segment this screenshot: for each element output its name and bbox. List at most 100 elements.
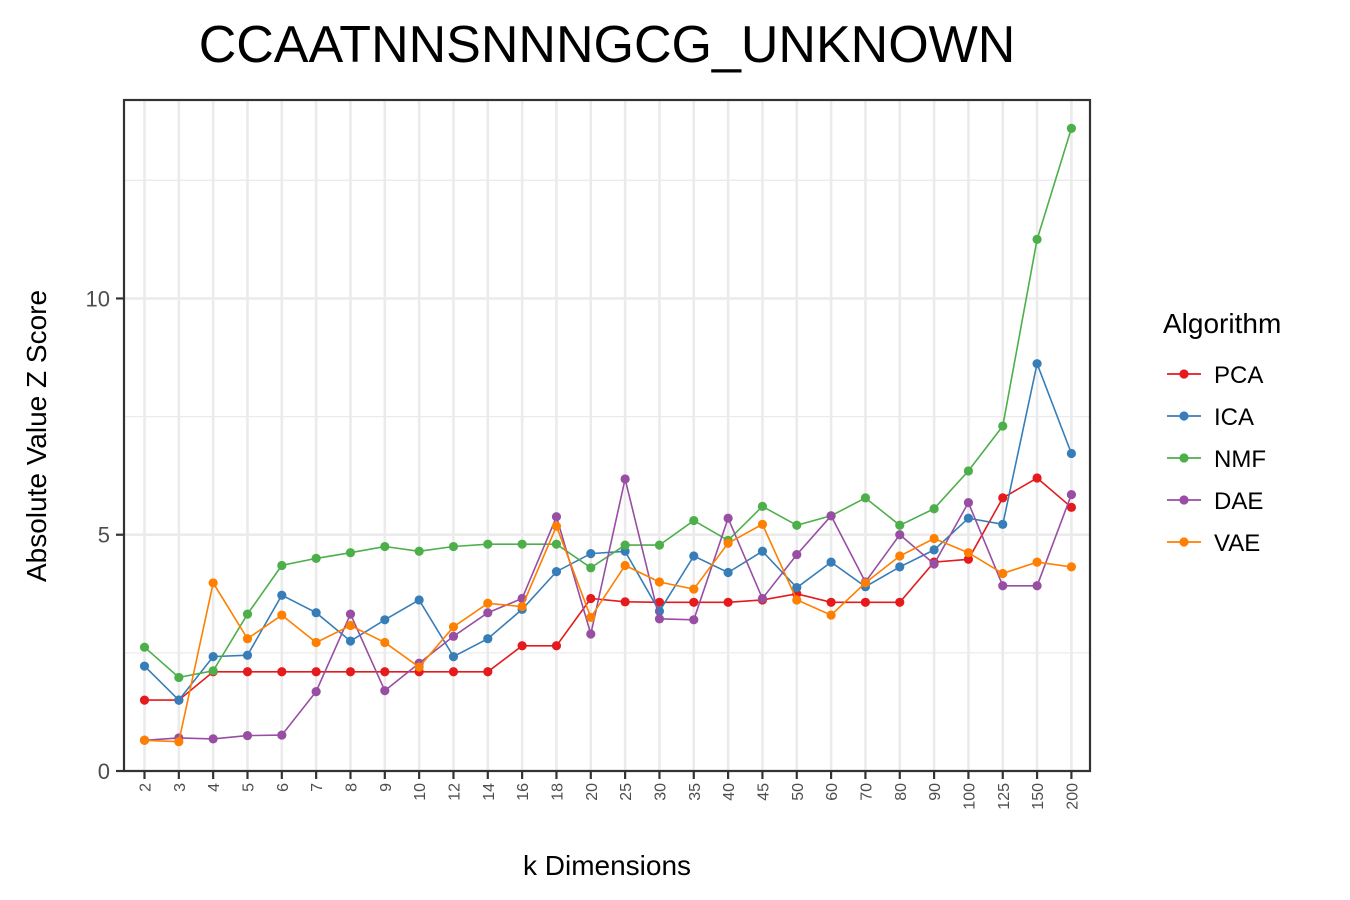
data-point-vae — [277, 610, 287, 620]
data-point-vae — [860, 578, 871, 588]
legend-item-ica: ICA — [1167, 404, 1254, 431]
data-point-ica — [242, 650, 253, 660]
data-point-nmf — [414, 546, 424, 556]
data-point-dae — [620, 474, 630, 484]
data-point-dae — [1032, 581, 1042, 591]
x-tick-label: 45 — [755, 783, 772, 801]
data-point-ica — [1032, 359, 1042, 369]
data-point-nmf — [139, 642, 150, 652]
series-line-pca — [144, 477, 1072, 701]
legend-label-pca: PCA — [1214, 362, 1263, 389]
data-point-nmf — [311, 553, 321, 563]
data-point-ica — [929, 545, 939, 555]
data-point-vae — [242, 634, 253, 644]
data-point-nmf — [517, 539, 527, 549]
data-point-pca — [689, 597, 699, 607]
data-point-ica — [826, 557, 836, 567]
data-point-pca — [345, 667, 356, 677]
data-point-ica — [895, 562, 905, 572]
data-point-vae — [586, 612, 596, 623]
data-point-ica — [208, 652, 218, 662]
legend-item-vae: VAE — [1167, 530, 1260, 557]
data-point-nmf — [689, 515, 699, 526]
data-point-nmf — [380, 541, 390, 552]
x-tick-label: 50 — [790, 783, 807, 801]
data-point-ica — [483, 634, 493, 644]
series-ica — [139, 359, 1077, 705]
data-point-vae — [414, 662, 424, 672]
data-point-pca — [483, 667, 493, 677]
data-point-pca — [139, 695, 150, 705]
data-point-nmf — [174, 672, 184, 683]
data-point-nmf — [448, 541, 459, 552]
legend-item-nmf: NMF — [1167, 446, 1266, 473]
data-point-nmf — [792, 520, 802, 530]
data-point-vae — [311, 637, 321, 648]
data-point-pca — [654, 597, 665, 607]
data-point-pca — [1032, 473, 1042, 483]
y-tick-label: 0 — [98, 759, 110, 784]
data-point-vae — [1066, 562, 1077, 572]
x-tick-label: 125 — [996, 783, 1013, 810]
y-axis-title: Absolute Value Z Score — [21, 290, 52, 582]
x-tick-label: 70 — [858, 783, 875, 801]
data-point-nmf — [929, 504, 939, 514]
legend-label-vae: VAE — [1214, 530, 1260, 557]
data-point-nmf — [551, 539, 562, 549]
grid — [124, 100, 1090, 773]
data-point-ica — [1066, 448, 1077, 459]
x-tick-label: 40 — [721, 783, 738, 801]
x-tick-label: 9 — [378, 783, 395, 792]
data-point-nmf — [963, 466, 974, 476]
x-tick-label: 6 — [275, 783, 292, 792]
series-dae — [139, 474, 1077, 745]
data-point-nmf — [242, 609, 253, 619]
x-tick-label: 30 — [652, 783, 669, 801]
data-point-vae — [139, 735, 150, 745]
data-point-vae — [1032, 557, 1042, 567]
data-point-vae — [998, 568, 1008, 579]
x-tick-label: 8 — [343, 783, 360, 792]
data-point-dae — [345, 609, 356, 619]
data-point-ica — [380, 615, 390, 625]
series-vae — [139, 519, 1077, 747]
data-point-nmf — [757, 501, 768, 511]
data-point-dae — [654, 614, 665, 624]
data-point-pca — [963, 554, 974, 564]
data-point-pca — [311, 667, 321, 677]
data-point-vae — [723, 538, 733, 548]
data-point-dae — [963, 498, 974, 508]
data-point-ica — [586, 549, 596, 559]
x-tick-label: 14 — [481, 783, 498, 801]
legend: Algorithm PCA ICA NMF DAE VAE — [1163, 308, 1281, 557]
data-point-dae — [826, 511, 836, 521]
data-point-pca — [586, 593, 596, 604]
x-tick-label: 2 — [138, 783, 155, 792]
series-line-vae — [144, 523, 1072, 743]
legend-label-ica: ICA — [1214, 404, 1254, 431]
legend-key-point — [1179, 369, 1189, 379]
data-point-ica — [998, 519, 1008, 529]
data-point-pca — [620, 597, 630, 607]
data-point-pca — [723, 597, 733, 607]
data-point-vae — [826, 610, 836, 620]
data-point-vae — [689, 584, 699, 594]
data-point-dae — [311, 687, 321, 697]
data-point-nmf — [895, 520, 905, 530]
data-point-nmf — [208, 666, 218, 676]
data-point-pca — [826, 597, 836, 607]
data-point-ica — [277, 590, 287, 600]
x-tick-label: 18 — [549, 783, 566, 801]
data-point-vae — [483, 598, 493, 608]
series-line-ica — [143, 360, 1073, 702]
data-point-vae — [929, 533, 939, 544]
legend-key-point — [1179, 411, 1189, 421]
data-point-nmf — [586, 563, 596, 573]
data-point-dae — [792, 549, 802, 560]
data-point-nmf — [277, 560, 287, 571]
data-point-vae — [654, 577, 665, 587]
data-point-dae — [586, 629, 596, 639]
data-point-pca — [517, 641, 527, 651]
data-point-pca — [895, 597, 905, 607]
